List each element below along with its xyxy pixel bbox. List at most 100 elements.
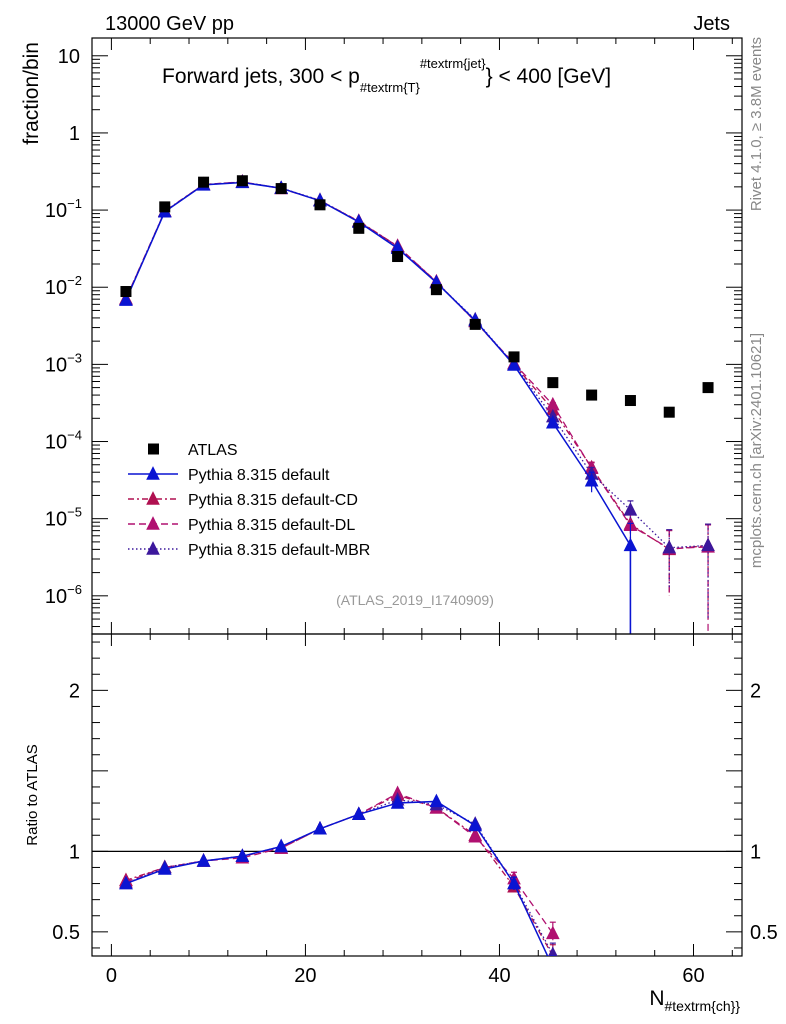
y-tick-label-main: 10−4 <box>45 428 82 454</box>
data-point-atlas <box>663 406 675 418</box>
y-tick-mantissa: 10 <box>45 200 67 222</box>
series-marker-default <box>390 240 405 254</box>
ratio-line-cd <box>125 794 554 956</box>
ratio-marker-default <box>313 820 327 835</box>
ratio-marker-default <box>429 793 444 808</box>
y-tick-exponent: −6 <box>67 582 82 597</box>
y-tick-label-main: 10−6 <box>45 582 82 608</box>
y-tick-label-main: 10−3 <box>45 350 82 376</box>
ratio-y-tick-label-left: 2 <box>69 680 80 702</box>
data-point-atlas <box>275 183 287 195</box>
series-marker-mbr <box>701 537 715 552</box>
analysis-tag: (ATLAS_2019_I1740909) <box>336 592 494 608</box>
plot-title-end: } < 400 [GeV] <box>486 65 612 88</box>
legend-label: ATLAS <box>188 442 238 459</box>
ratio-axes: 0 20 40 60 2 2 1 1 0.5 0.5 <box>52 634 778 987</box>
data-point-atlas <box>236 175 248 187</box>
data-point-atlas <box>702 382 714 394</box>
y-tick-label-main: 10 <box>58 46 80 68</box>
x-axis-title: N#textrm{ch}} <box>649 987 740 1014</box>
legend-marker-cd <box>146 491 160 505</box>
data-point-atlas <box>120 286 132 298</box>
x-axis-title-main: N <box>649 987 664 1010</box>
y-axis-title-ratio: Ratio to ATLAS <box>24 744 41 845</box>
data-point-atlas <box>353 222 365 234</box>
data-point-atlas <box>430 284 442 296</box>
ratio-marker-default <box>546 959 560 973</box>
legend-swatch-atlas <box>148 443 159 455</box>
y-tick-label-main: 10−2 <box>45 273 82 299</box>
main-marks <box>119 174 715 634</box>
ratio-marker-default <box>157 861 172 875</box>
x-axis-title-sub: #textrm{ch}} <box>665 998 741 1014</box>
data-point-atlas <box>508 351 520 363</box>
ratio-y-tick-label-right: 1 <box>750 841 761 863</box>
plot-title-main: Forward jets, 300 < p <box>162 65 360 88</box>
ratio-marker-dl <box>546 925 560 940</box>
legend-marker-mbr <box>146 541 160 555</box>
y-tick-label-main: 1 <box>69 123 80 145</box>
plot-title-sub: #textrm{T} <box>360 80 421 95</box>
series-marker-dl <box>546 396 560 411</box>
ratio-marker-default <box>196 853 211 867</box>
y-tick-exponent: −2 <box>67 273 82 288</box>
x-tick-label: 0 <box>106 965 117 987</box>
mcplots-side-label: mcplots.cern.ch [arXiv:2401.10621] <box>748 333 765 568</box>
legend-label: Pythia 8.315 default-DL <box>188 517 355 534</box>
series-marker-mbr <box>662 539 677 554</box>
ratio-marks <box>119 785 560 973</box>
legend-marker-dl <box>146 516 160 530</box>
legend-label: Pythia 8.315 default-MBR <box>188 542 370 559</box>
data-point-atlas <box>469 318 481 330</box>
series-marker-mbr <box>623 502 638 516</box>
y-tick-label-main: 10−1 <box>45 196 82 222</box>
y-tick-mantissa: 10 <box>45 432 67 454</box>
data-point-atlas <box>314 199 326 211</box>
series-line-dl <box>125 181 709 550</box>
ratio-line-mbr <box>125 799 554 955</box>
ratio-y-tick-label-right: 2 <box>750 680 761 702</box>
ratio-marker-mbr <box>548 946 558 956</box>
ratio-y-tick-label-right: 0.5 <box>750 922 778 944</box>
data-point-atlas <box>547 377 559 389</box>
data-point-atlas <box>392 251 404 263</box>
data-point-atlas <box>624 395 636 407</box>
legend-label: Pythia 8.315 default-CD <box>188 492 358 509</box>
legend-label: Pythia 8.315 default <box>188 467 330 484</box>
y-tick-exponent: −4 <box>67 428 82 443</box>
ratio-marker-default <box>507 875 521 890</box>
ratio-line-default <box>125 800 549 956</box>
y-tick-exponent: −5 <box>67 505 82 520</box>
x-tick-label: 20 <box>294 965 316 987</box>
series-marker-default <box>546 414 560 429</box>
series-marker-default <box>584 472 599 487</box>
ratio-marker-default <box>390 795 405 809</box>
ratio-y-tick-label-left: 1 <box>69 841 80 863</box>
y-tick-mantissa: 10 <box>45 586 67 608</box>
ratio-marker-default <box>235 848 250 862</box>
rivet-side-label: Rivet 4.1.0, ≥ 3.8M events <box>748 37 765 211</box>
data-point-atlas <box>159 201 171 213</box>
y-tick-label-main: 10−5 <box>45 505 82 531</box>
header-category-label: Jets <box>693 13 730 35</box>
data-point-atlas <box>198 176 210 188</box>
y-tick-exponent: −1 <box>67 196 82 211</box>
x-tick-label: 40 <box>488 965 510 987</box>
x-tick-label: 60 <box>682 965 704 987</box>
series-marker-default <box>119 292 133 306</box>
ratio-marker-default <box>119 875 133 890</box>
y-tick-mantissa: 10 <box>45 277 67 299</box>
data-point-atlas <box>586 389 598 401</box>
ratio-y-tick-label-left: 0.5 <box>52 922 80 944</box>
header-energy-label: 13000 GeV pp <box>105 13 234 35</box>
y-axis-title-main: fraction/bin <box>20 42 43 145</box>
ratio-marker-default <box>468 817 483 832</box>
series-marker-default <box>623 537 638 552</box>
y-tick-mantissa: 10 <box>45 509 67 531</box>
ratio-marker-dl <box>468 829 483 843</box>
plot-title-sup: #textrm{jet} <box>420 56 486 71</box>
y-tick-exponent: −3 <box>67 350 82 365</box>
legend: ATLAS Pythia 8.315 default Pythia 8.315 de… <box>128 442 370 559</box>
